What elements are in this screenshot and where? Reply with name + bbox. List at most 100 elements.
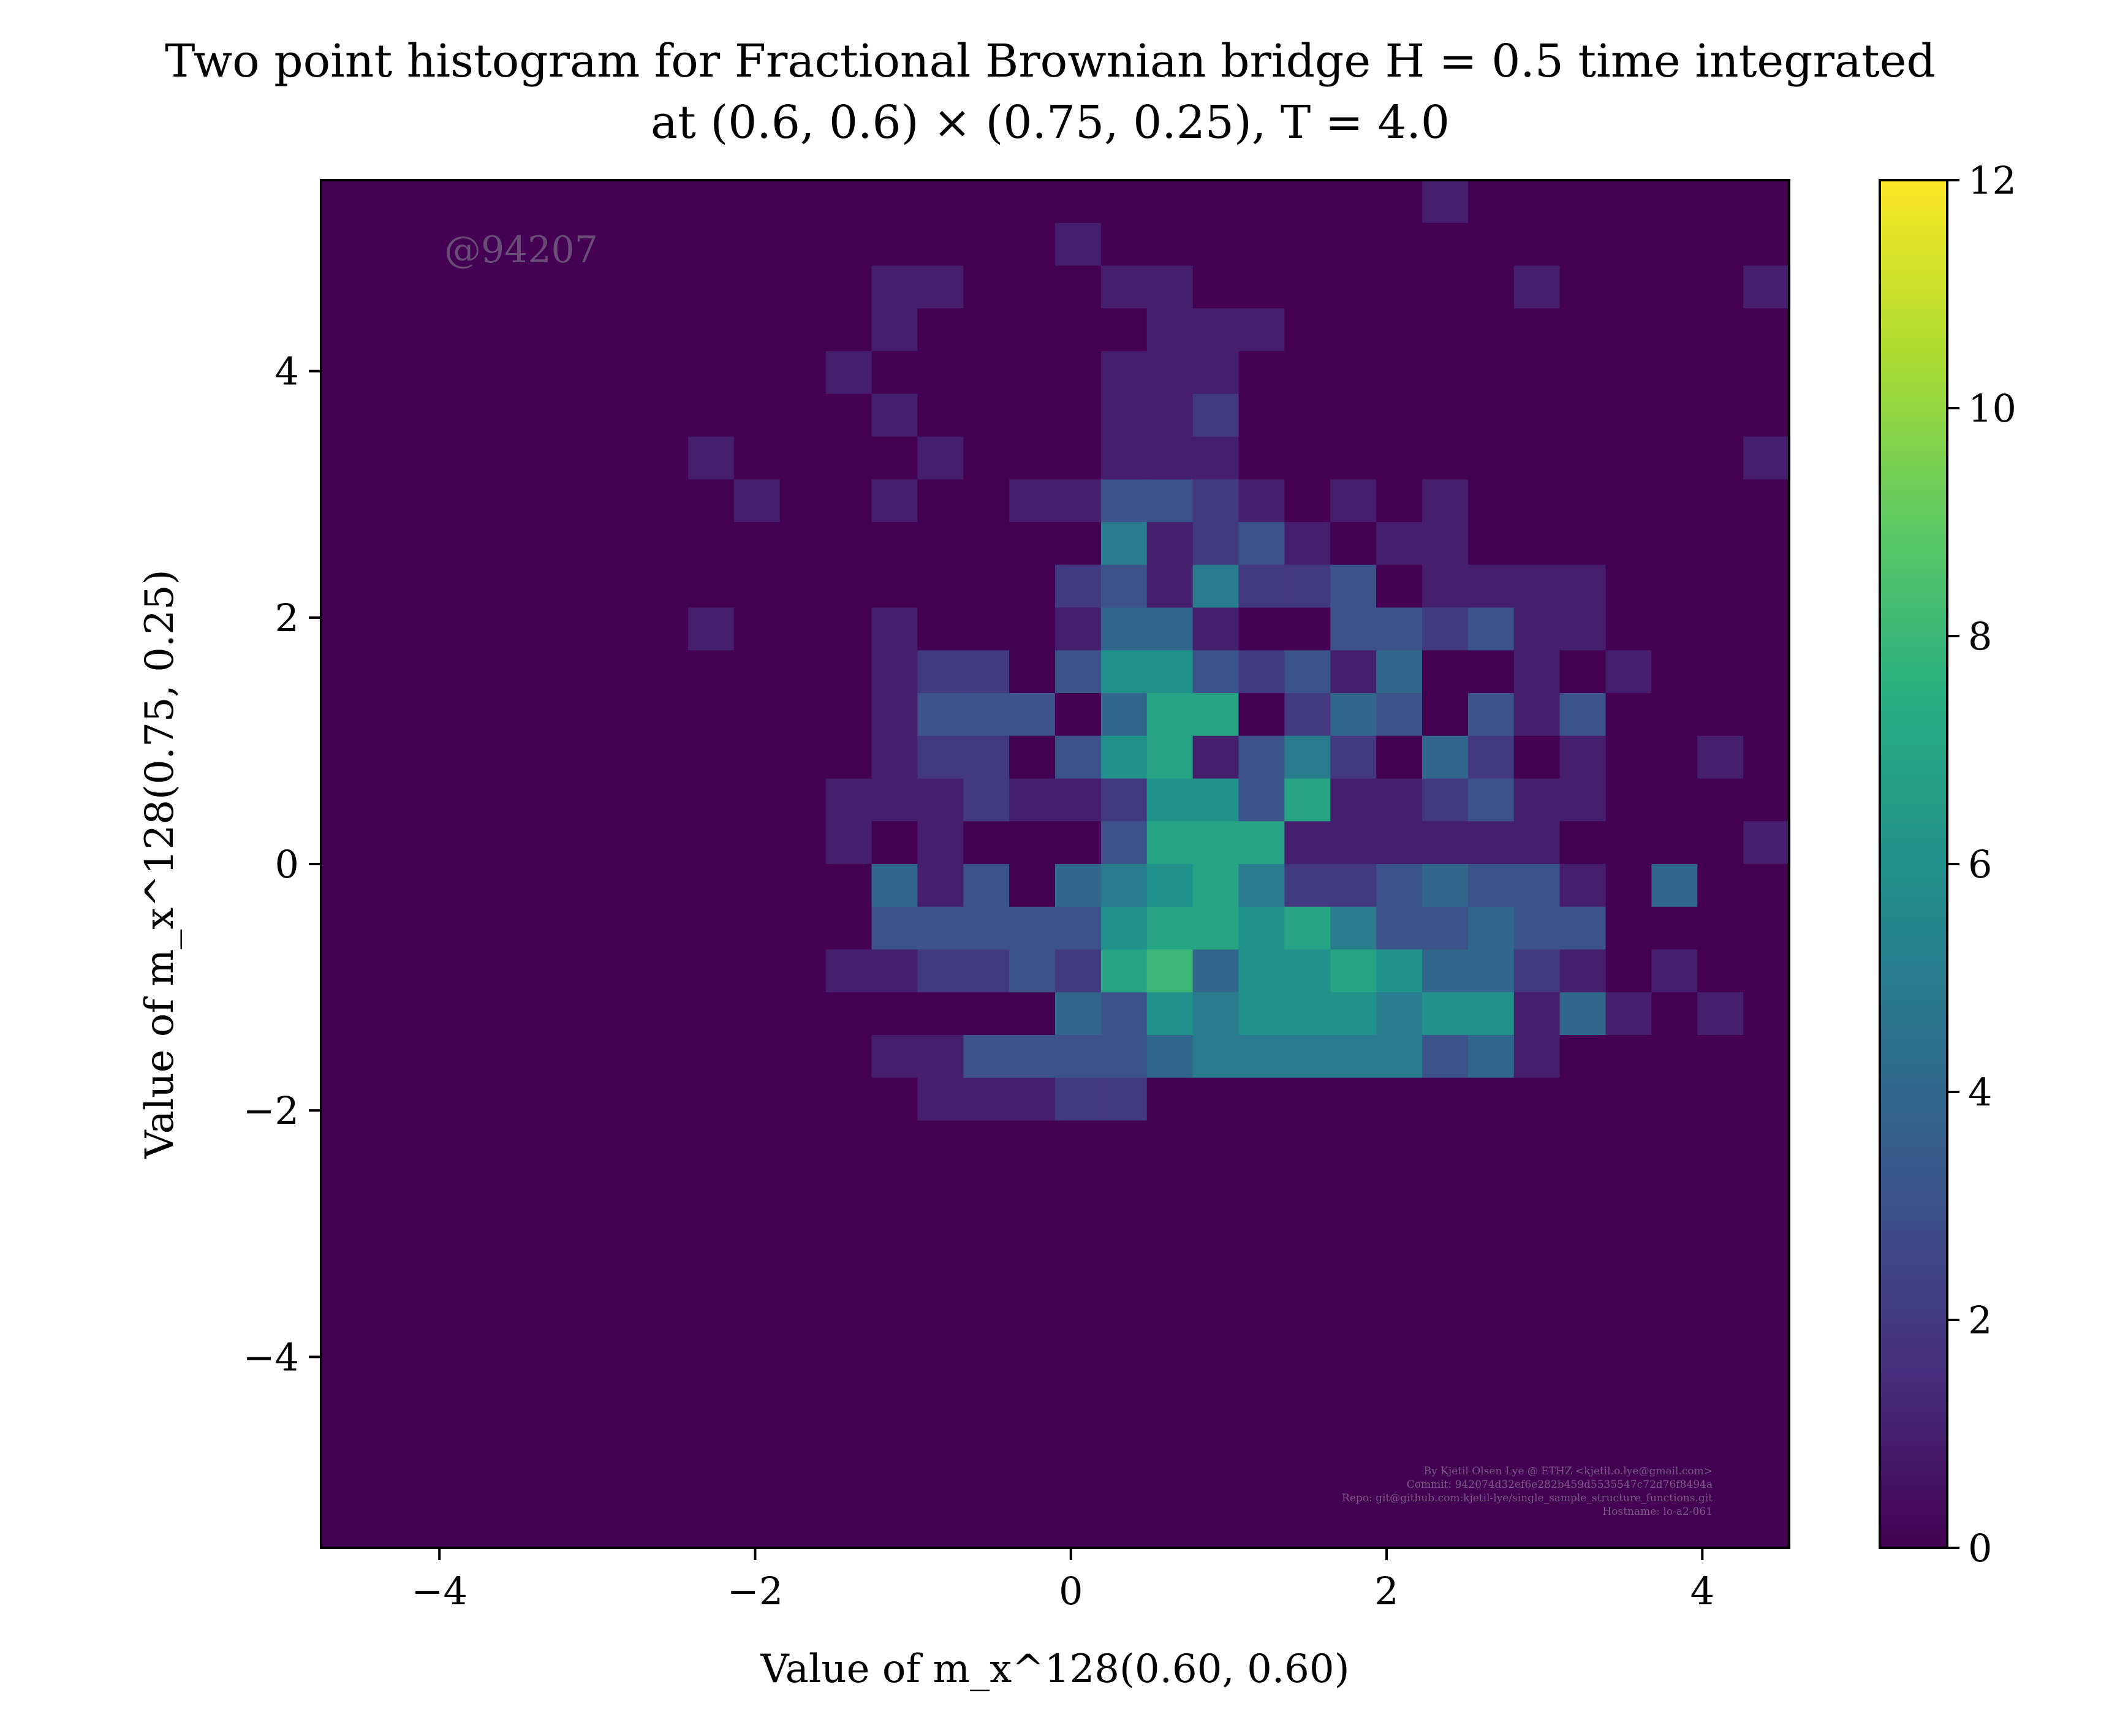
heatmap-cell bbox=[366, 308, 414, 352]
heatmap-cell bbox=[1743, 821, 1790, 865]
heatmap-cell bbox=[1513, 949, 1561, 993]
heatmap-cell bbox=[1651, 1462, 1698, 1506]
heatmap-cell bbox=[412, 1077, 460, 1121]
heatmap-cell bbox=[1697, 564, 1744, 608]
heatmap-cell bbox=[504, 522, 551, 566]
heatmap-cell bbox=[1651, 735, 1698, 779]
heatmap-cell bbox=[1651, 265, 1698, 309]
heatmap-cell bbox=[504, 1419, 551, 1463]
heatmap-cell bbox=[321, 180, 368, 224]
heatmap-cell bbox=[1330, 1120, 1377, 1164]
heatmap-cell bbox=[871, 1035, 918, 1078]
heatmap-cell bbox=[1238, 949, 1285, 993]
heatmap-cell bbox=[1146, 1377, 1194, 1420]
heatmap-cell bbox=[1559, 436, 1607, 480]
heatmap-cell bbox=[1376, 1206, 1423, 1249]
heatmap-cell bbox=[321, 650, 368, 694]
heatmap-cell bbox=[871, 308, 918, 352]
heatmap-cell bbox=[642, 735, 689, 779]
heatmap-cell bbox=[1100, 650, 1148, 694]
heatmap-cell bbox=[963, 393, 1010, 438]
heatmap-cell bbox=[1697, 693, 1744, 737]
heatmap-cell bbox=[917, 778, 964, 822]
heatmap-cell bbox=[1697, 1462, 1744, 1506]
heatmap-cell bbox=[1376, 906, 1423, 950]
heatmap-cell bbox=[1422, 479, 1469, 523]
chart-title-line-1: Two point histogram for Fractional Brown… bbox=[165, 35, 1936, 88]
heatmap-cell bbox=[1100, 1163, 1148, 1207]
heatmap-cell bbox=[412, 1334, 460, 1378]
heatmap-cell bbox=[825, 821, 873, 865]
heatmap-cell bbox=[1284, 180, 1331, 224]
heatmap-cell bbox=[1651, 1163, 1698, 1207]
heatmap-cell bbox=[1743, 650, 1790, 694]
heatmap-cell bbox=[733, 1377, 781, 1420]
heatmap-cell bbox=[1743, 393, 1790, 438]
heatmap-cell bbox=[366, 864, 414, 908]
heatmap-cell bbox=[412, 1419, 460, 1463]
heatmap-cell bbox=[1146, 607, 1194, 651]
heatmap-cell bbox=[1697, 1377, 1744, 1420]
heatmap-cell bbox=[1697, 607, 1744, 651]
heatmap-cell bbox=[825, 1163, 873, 1207]
heatmap-cell bbox=[550, 821, 597, 865]
heatmap-cell bbox=[1100, 180, 1148, 224]
heatmap-cell bbox=[366, 735, 414, 779]
heatmap-cell bbox=[596, 1163, 643, 1207]
heatmap-cell bbox=[321, 1334, 368, 1378]
heatmap-cell bbox=[1559, 949, 1607, 993]
heatmap-cell bbox=[1697, 479, 1744, 523]
heatmap-cell bbox=[412, 222, 460, 267]
heatmap-cell bbox=[1559, 1206, 1607, 1249]
heatmap-cell bbox=[688, 992, 735, 1036]
heatmap-cell bbox=[1330, 1505, 1377, 1548]
heatmap-cell bbox=[366, 1377, 414, 1420]
heatmap-cell bbox=[688, 1163, 735, 1207]
heatmap-cell bbox=[1697, 650, 1744, 694]
heatmap-cell bbox=[1192, 1334, 1240, 1378]
heatmap-cell bbox=[917, 1377, 964, 1420]
heatmap-cell bbox=[1055, 1248, 1102, 1292]
heatmap-cell bbox=[366, 1077, 414, 1121]
heatmap-cell bbox=[1055, 1334, 1102, 1378]
heatmap-cell bbox=[963, 906, 1010, 950]
heatmap-cell bbox=[1009, 1163, 1056, 1207]
heatmap-cell bbox=[871, 1419, 918, 1463]
heatmap-cell bbox=[321, 1291, 368, 1335]
heatmap-cell bbox=[1743, 222, 1790, 267]
heatmap-cell bbox=[1330, 1035, 1377, 1078]
heatmap-cell bbox=[688, 222, 735, 267]
heatmap-cell bbox=[825, 650, 873, 694]
heatmap-cell bbox=[596, 821, 643, 865]
heatmap-cell bbox=[1743, 778, 1790, 822]
heatmap-cell bbox=[458, 778, 505, 822]
heatmap-cell bbox=[871, 351, 918, 395]
heatmap-cell bbox=[1146, 351, 1194, 395]
heatmap-cell bbox=[1605, 992, 1652, 1036]
heatmap-cell bbox=[1651, 1419, 1698, 1463]
heatmap-cell bbox=[1055, 821, 1102, 865]
heatmap-cell bbox=[1146, 1419, 1194, 1463]
heatmap-cell bbox=[1100, 1377, 1148, 1420]
heatmap-cell bbox=[1697, 222, 1744, 267]
heatmap-cell bbox=[963, 778, 1010, 822]
heatmap-cell bbox=[504, 564, 551, 608]
heatmap-cell bbox=[1697, 180, 1744, 224]
heatmap-cell bbox=[1009, 778, 1056, 822]
heatmap-cell bbox=[1284, 522, 1331, 566]
heatmap-cell bbox=[1055, 436, 1102, 480]
heatmap-cell bbox=[1284, 1462, 1331, 1506]
heatmap-cell bbox=[1422, 351, 1469, 395]
heatmap-cell bbox=[963, 992, 1010, 1036]
heatmap-cell bbox=[550, 1077, 597, 1121]
heatmap-cell bbox=[688, 564, 735, 608]
heatmap-cell bbox=[642, 821, 689, 865]
heatmap-cell bbox=[1284, 479, 1331, 523]
heatmap-cell bbox=[1605, 1505, 1652, 1548]
heatmap-cell bbox=[963, 436, 1010, 480]
heatmap-cell bbox=[779, 1377, 827, 1420]
heatmap-cell bbox=[1100, 351, 1148, 395]
heatmap-cell bbox=[321, 693, 368, 737]
heatmap-cell bbox=[1559, 1035, 1607, 1078]
heatmap-cell bbox=[550, 992, 597, 1036]
